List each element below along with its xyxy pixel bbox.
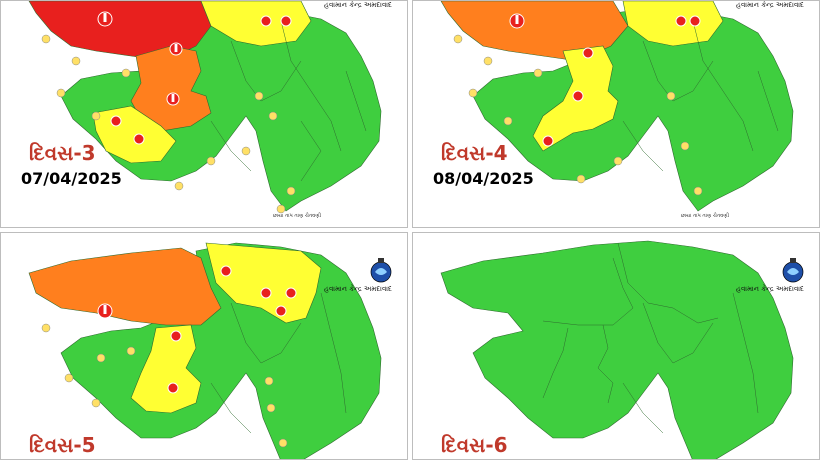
port-marker-icon [680,141,690,151]
office-name: હવામાન કેન્દ્ર અમદાવાદ [324,1,392,9]
port-marker-icon [286,186,296,196]
date-label: 07/04/2025 [21,169,122,188]
port-marker-icon [468,88,478,98]
port-marker-icon [576,174,586,184]
office-name: હવામાન કેન્દ્ર અમદાવાદ [736,1,804,9]
thermometer-icon [170,330,182,342]
panel-day-6: દિવસ-6 હવામાન કેન્દ્ર અમદાવાદ [412,232,820,460]
kutch-region [440,1,629,62]
port-marker-icon [533,68,543,78]
thermometer-icon [542,135,554,147]
thermometer-icon [582,47,594,59]
port-marker-icon [268,111,278,121]
port-marker-icon [453,34,463,44]
north-region [205,242,322,324]
mainland-region [440,240,794,459]
thermometer-icon [110,115,122,127]
thermometer-icon [169,42,183,56]
thermometer-icon [285,287,297,299]
port-marker-icon [96,353,106,363]
thermometer-icon [260,15,272,27]
imd-emblem-icon [370,258,392,283]
office-name: હવામાન કેન્દ્ર અમદાવાદ [324,285,392,293]
thermometer-icon [260,287,272,299]
gujarat-map [28,242,392,459]
thermometer-icon [133,133,145,145]
port-marker-icon [241,146,251,156]
port-marker-icon [121,68,131,78]
panel-day-5: દિવસ-5 હવામાન કેન્દ્ર અમદાવાદ [0,232,408,460]
port-marker-icon [126,346,136,356]
central-saurashtra-region [130,324,202,414]
thermometer-icon [572,90,584,102]
port-marker-icon [71,56,81,66]
thermometer-icon [509,13,525,29]
port-marker-icon [613,156,623,166]
thermometer-icon [675,15,687,27]
credit-text: છાયા તાપ તાણ ચેતવણી [681,213,730,219]
port-marker-icon [41,34,51,44]
kutch-region [28,247,222,326]
day-label: દિવસ-3 [29,141,96,165]
day-label: દિવસ-4 [441,141,508,165]
gujarat-map [440,240,804,459]
port-marker-icon [666,91,676,101]
imd-emblem-icon [782,258,804,283]
day-label: દિવસ-6 [441,433,508,457]
port-marker-icon [483,56,493,66]
port-marker-icon [276,204,286,214]
port-marker-icon [174,181,184,191]
panel-day-4: દિવસ-4 08/04/2025 હવામાન કેન્દ્ર અમદાવાદ… [412,0,820,228]
thermometer-icon [220,265,232,277]
thermometer-icon [97,11,113,27]
panel-day-3: દિવસ-3 07/04/2025 હવામાન કેન્દ્ર અમદાવાદ… [0,0,408,228]
central-saurashtra-region [130,45,212,132]
date-label: 08/04/2025 [433,169,534,188]
thermometer-icon [689,15,701,27]
port-marker-icon [91,398,101,408]
gujarat-map [440,1,794,212]
gujarat-map [28,1,382,214]
port-marker-icon [278,438,288,448]
port-marker-icon [264,376,274,386]
thermometer-icon [167,382,179,394]
day-label: દિવસ-5 [29,433,96,457]
port-marker-icon [503,116,513,126]
office-name: હવામાન કેન્દ્ર અમદાવાદ [736,285,804,293]
port-marker-icon [254,91,264,101]
north-region [622,1,724,47]
port-marker-icon [206,156,216,166]
port-marker-icon [266,403,276,413]
port-marker-icon [91,111,101,121]
port-marker-icon [64,373,74,383]
thermometer-icon [275,305,287,317]
thermometer-icon [166,92,180,106]
thermometer-icon [97,303,113,319]
port-marker-icon [56,88,66,98]
port-marker-icon [693,186,703,196]
thermometer-icon [280,15,292,27]
mainland-region [472,8,794,212]
credit-text: છાયા તાપ તાણ ચેતવણી [273,213,322,219]
north-region [200,1,312,47]
port-marker-icon [41,323,51,333]
